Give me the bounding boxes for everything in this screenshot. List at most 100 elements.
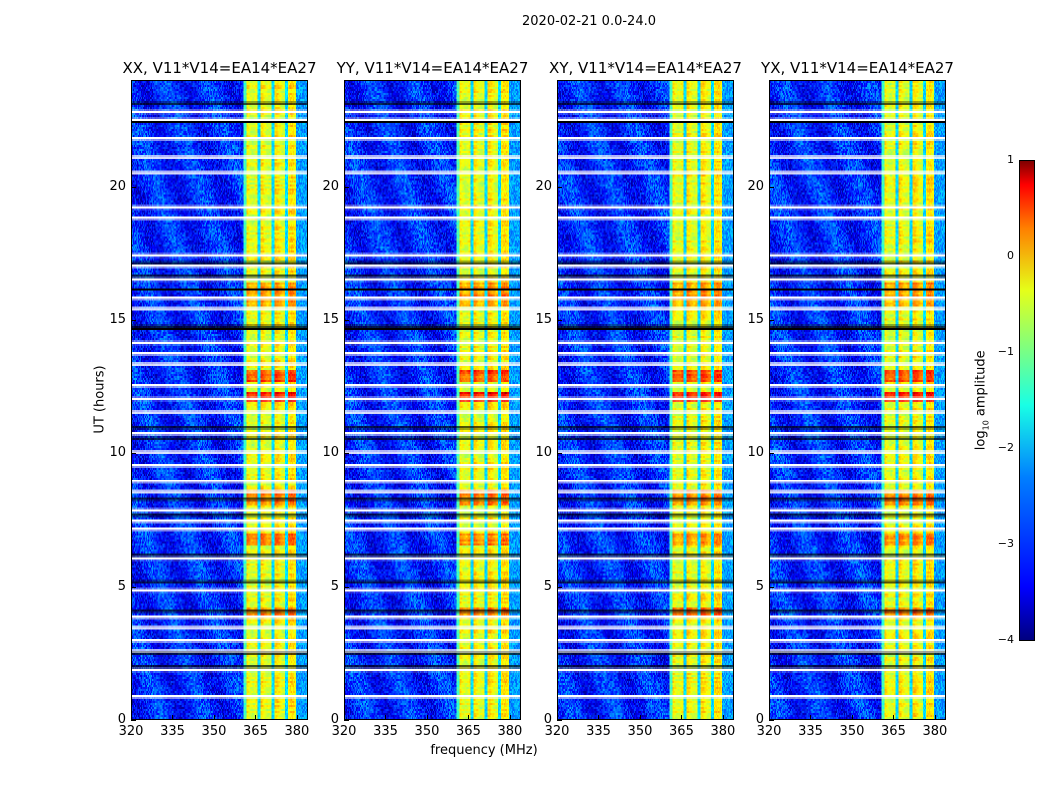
y-tick-label: 10: [109, 445, 126, 461]
x-tick-mark: [426, 715, 428, 720]
panel-title: YX, V11*V14=EA14*EA27: [761, 59, 954, 77]
x-tick-label: 380: [497, 724, 523, 739]
y-tick-mark: [769, 586, 774, 588]
x-tick-mark: [385, 715, 387, 720]
heatmap-panel-3: [557, 80, 734, 720]
y-tick-mark: [769, 720, 774, 721]
y-tick-mark: [131, 720, 136, 721]
x-tick-label: 335: [798, 724, 823, 739]
x-tick-label: 335: [373, 724, 398, 739]
heatmap-canvas: [132, 81, 307, 719]
y-tick-mark: [131, 186, 136, 188]
x-tick-label: 350: [627, 724, 653, 739]
x-tick-mark: [509, 715, 511, 720]
x-tick-label: 320: [544, 724, 570, 739]
x-tick-mark: [934, 715, 936, 720]
heatmap-panel-2: [344, 80, 521, 720]
heatmap-canvas: [345, 81, 520, 719]
x-tick-mark: [255, 715, 257, 720]
x-tick-label: 350: [201, 724, 227, 739]
y-tick-mark: [131, 320, 136, 321]
y-tick-label: 15: [747, 312, 764, 327]
x-tick-label: 320: [331, 724, 357, 739]
x-tick-mark: [722, 715, 724, 720]
colorbar-tick-label: 0: [1007, 249, 1014, 262]
y-tick-label: 5: [543, 578, 552, 594]
x-tick-label: 380: [710, 724, 736, 739]
y-tick-label: 5: [755, 578, 764, 594]
y-tick-label: 0: [117, 712, 126, 727]
x-tick-mark: [213, 715, 215, 720]
y-tick-label: 0: [755, 712, 764, 727]
x-tick-label: 365: [669, 724, 694, 739]
y-axis-label: UT (hours): [92, 365, 108, 434]
colorbar-tick-label: −1: [997, 345, 1014, 358]
panel-title: XY, V11*V14=EA14*EA27: [549, 59, 742, 77]
y-tick-label: 10: [322, 445, 339, 461]
x-tick-mark: [296, 715, 298, 720]
x-tick-label: 365: [456, 724, 481, 739]
x-tick-mark: [893, 715, 895, 720]
colorbar-tick-label: −2: [997, 441, 1014, 454]
x-tick-mark: [769, 715, 770, 720]
x-tick-mark: [468, 715, 470, 720]
colorbar-tick-label: −3: [997, 537, 1014, 550]
y-tick-mark: [131, 453, 136, 455]
y-tick-label: 15: [322, 312, 339, 327]
y-tick-mark: [769, 453, 774, 455]
heatmap-canvas: [558, 81, 733, 719]
x-tick-mark: [344, 715, 345, 720]
y-tick-mark: [344, 453, 349, 455]
heatmap-panel-4: [769, 80, 946, 720]
x-tick-mark: [851, 715, 853, 720]
y-tick-label: 0: [330, 712, 339, 727]
x-tick-mark: [681, 715, 683, 720]
x-tick-label: 380: [284, 724, 310, 739]
y-tick-mark: [131, 586, 136, 588]
y-tick-mark: [344, 720, 349, 721]
y-tick-label: 15: [535, 312, 552, 327]
y-tick-mark: [769, 320, 774, 321]
y-tick-mark: [557, 720, 562, 721]
y-tick-label: 20: [322, 178, 339, 194]
heatmap-canvas: [770, 81, 945, 719]
x-tick-label: 380: [922, 724, 948, 739]
x-tick-mark: [810, 715, 812, 720]
y-tick-label: 10: [535, 445, 552, 461]
y-tick-label: 5: [330, 578, 339, 594]
y-tick-mark: [344, 586, 349, 588]
y-tick-mark: [557, 186, 562, 188]
y-tick-label: 15: [109, 312, 126, 327]
y-tick-label: 20: [109, 178, 126, 194]
y-tick-mark: [769, 186, 774, 188]
x-tick-label: 365: [243, 724, 268, 739]
y-tick-mark: [344, 186, 349, 188]
colorbar-tick-label: −4: [997, 633, 1014, 646]
y-tick-mark: [344, 320, 349, 321]
x-tick-label: 320: [118, 724, 144, 739]
panel-title: YY, V11*V14=EA14*EA27: [336, 59, 529, 77]
x-tick-mark: [598, 715, 600, 720]
x-tick-label: 335: [586, 724, 611, 739]
y-tick-mark: [557, 320, 562, 321]
heatmap-panel-1: [131, 80, 308, 720]
colorbar-tick-label: 1: [1007, 153, 1014, 166]
y-tick-label: 20: [535, 178, 552, 194]
x-tick-mark: [172, 715, 174, 720]
y-tick-label: 0: [543, 712, 552, 727]
x-tick-label: 320: [756, 724, 782, 739]
x-tick-label: 350: [839, 724, 865, 739]
panel-title: XX, V11*V14=EA14*EA27: [122, 59, 317, 77]
x-tick-mark: [639, 715, 641, 720]
x-tick-label: 350: [414, 724, 440, 739]
y-tick-mark: [557, 453, 562, 455]
x-tick-mark: [131, 715, 132, 720]
y-tick-mark: [557, 586, 562, 588]
y-tick-label: 5: [117, 578, 126, 594]
x-tick-mark: [557, 715, 558, 720]
y-tick-label: 20: [747, 178, 764, 194]
x-tick-label: 335: [160, 724, 185, 739]
colorbar: [1019, 160, 1035, 641]
x-axis-label: frequency (MHz): [430, 743, 538, 758]
